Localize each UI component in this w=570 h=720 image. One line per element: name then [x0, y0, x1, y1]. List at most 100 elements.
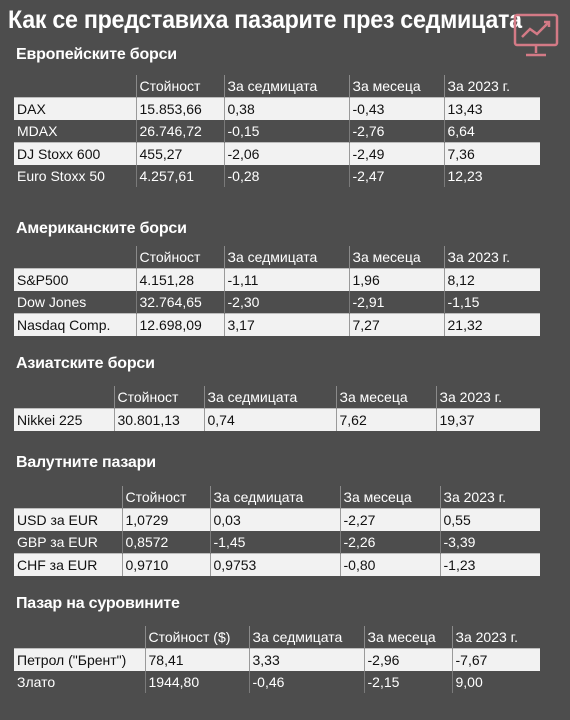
- cell-name: Злато: [14, 671, 145, 693]
- cell-value: 12.698,09: [135, 313, 224, 336]
- table-row: CHF за EUR 0,9710 0,9753 -0,80 -1,23: [14, 553, 540, 576]
- table-row: DJ Stoxx 600 455,27 -2,06 -2,49 7,36: [14, 142, 540, 165]
- cell-name: USD за EUR: [14, 508, 122, 531]
- cell-name: Nasdaq Comp.: [14, 313, 136, 336]
- cell-value: 1944,80: [144, 671, 249, 693]
- cell-week: 0,03: [209, 508, 340, 531]
- cell-name: S&P500: [14, 268, 136, 291]
- table-commodities: Стойност ($) За седмицата За месеца За 2…: [14, 626, 540, 693]
- cell-week: -0,15: [223, 120, 349, 143]
- cell-week: 3,33: [248, 648, 364, 671]
- header-month: За месеца: [339, 486, 440, 509]
- page-title: Как се представиха пазарите през седмица…: [8, 6, 522, 34]
- table-row: USD за EUR 1,0729 0,03 -2,27 0,55: [14, 508, 540, 531]
- table-currency: Стойност За седмицата За месеца За 2023 …: [14, 486, 540, 576]
- cell-ytd: -3,39: [439, 531, 540, 554]
- header-value: Стойност: [121, 486, 210, 509]
- cell-name: Euro Stoxx 50: [14, 165, 136, 187]
- cell-week: -0,46: [248, 671, 364, 693]
- table-american: Стойност За седмицата За месеца За 2023 …: [14, 246, 540, 336]
- header-month: За месеца: [348, 246, 444, 269]
- cell-month: -2,47: [348, 165, 444, 187]
- table-row: MDAX 26.746,72 -0,15 -2,76 6,64: [14, 120, 540, 143]
- cell-value: 4.151,28: [135, 268, 224, 291]
- cell-month: 7,62: [335, 408, 436, 431]
- header-month: За месеца: [363, 626, 452, 649]
- cell-ytd: 7,36: [443, 142, 540, 165]
- header-week: За седмицата: [203, 386, 336, 409]
- table-row: Euro Stoxx 50 4.257,61 -0,28 -2,47 12,23: [14, 165, 540, 187]
- cell-week: -1,11: [223, 268, 349, 291]
- header-label: [14, 386, 114, 409]
- table-row: Dow Jones 32.764,65 -2,30 -2,91 -1,15: [14, 291, 540, 314]
- table-european: Стойност За седмицата За месеца За 2023 …: [14, 75, 540, 187]
- header-value: Стойност ($): [144, 626, 249, 649]
- header-value: Стойност: [113, 386, 204, 409]
- table-row: Nasdaq Comp. 12.698,09 3,17 7,27 21,32: [14, 313, 540, 336]
- header-label: [14, 486, 122, 509]
- header-week: За седмицата: [223, 246, 349, 269]
- table-header: Стойност За седмицата За месеца За 2023 …: [14, 75, 540, 98]
- cell-name: DJ Stoxx 600: [14, 142, 136, 165]
- table-asian: Стойност За седмицата За месеца За 2023 …: [14, 386, 540, 431]
- header-ytd: За 2023 г.: [439, 486, 540, 509]
- cell-month: -0,43: [348, 97, 444, 120]
- table-header: Стойност За седмицата За месеца За 2023 …: [14, 486, 540, 509]
- cell-ytd: -7,67: [451, 648, 540, 671]
- header-month: За месеца: [348, 75, 444, 98]
- section-title-currency: Валутните пазари: [16, 454, 156, 471]
- header-week: За седмицата: [223, 75, 349, 98]
- cell-week: -1,45: [209, 531, 340, 554]
- cell-ytd: -1,15: [443, 291, 540, 314]
- cell-ytd: 0,55: [439, 508, 540, 531]
- cell-month: -2,26: [339, 531, 440, 554]
- table-header: Стойност За седмицата За месеца За 2023 …: [14, 246, 540, 269]
- header-week: За седмицата: [248, 626, 364, 649]
- cell-ytd: 8,12: [443, 268, 540, 291]
- cell-value: 78,41: [144, 648, 249, 671]
- header-ytd: За 2023 г.: [435, 386, 540, 409]
- section-title-american: Американските борси: [16, 220, 187, 237]
- cell-value: 0,8572: [121, 531, 210, 554]
- header-value: Стойност: [135, 246, 224, 269]
- cell-value: 15.853,66: [135, 97, 224, 120]
- cell-month: -2,49: [348, 142, 444, 165]
- cell-name: MDAX: [14, 120, 136, 143]
- cell-value: 0,9710: [121, 553, 210, 576]
- cell-ytd: 6,64: [443, 120, 540, 143]
- table-header: Стойност За седмицата За месеца За 2023 …: [14, 386, 540, 409]
- cell-name: Dow Jones: [14, 291, 136, 314]
- cell-week: 3,17: [223, 313, 349, 336]
- cell-month: -2,15: [363, 671, 452, 693]
- cell-name: GBP за EUR: [14, 531, 122, 554]
- cell-month: -2,91: [348, 291, 444, 314]
- table-row: S&P500 4.151,28 -1,11 1,96 8,12: [14, 268, 540, 291]
- table-row: GBP за EUR 0,8572 -1,45 -2,26 -3,39: [14, 531, 540, 554]
- cell-value: 32.764,65: [135, 291, 224, 314]
- cell-value: 4.257,61: [135, 165, 224, 187]
- header-label: [14, 626, 145, 649]
- header-value: Стойност: [135, 75, 224, 98]
- cell-month: -2,76: [348, 120, 444, 143]
- cell-value: 455,27: [135, 142, 224, 165]
- cell-month: -0,80: [339, 553, 440, 576]
- header-ytd: За 2023 г.: [443, 75, 540, 98]
- table-header: Стойност ($) За седмицата За месеца За 2…: [14, 626, 540, 649]
- cell-ytd: 19,37: [435, 408, 540, 431]
- table-row: Петрол ("Брент") 78,41 3,33 -2,96 -7,67: [14, 648, 540, 671]
- cell-name: Nikkei 225: [14, 408, 114, 431]
- cell-ytd: 21,32: [443, 313, 540, 336]
- header-week: За седмицата: [209, 486, 340, 509]
- section-title-asian: Азиатските борси: [16, 355, 155, 372]
- header-month: За месеца: [335, 386, 436, 409]
- cell-week: 0,74: [203, 408, 336, 431]
- cell-week: -0,28: [223, 165, 349, 187]
- header-label: [14, 246, 136, 269]
- cell-ytd: -1,23: [439, 553, 540, 576]
- cell-month: -2,96: [363, 648, 452, 671]
- cell-month: -2,27: [339, 508, 440, 531]
- cell-week: 0,38: [223, 97, 349, 120]
- cell-name: DAX: [14, 97, 136, 120]
- header-label: [14, 75, 136, 98]
- cell-month: 1,96: [348, 268, 444, 291]
